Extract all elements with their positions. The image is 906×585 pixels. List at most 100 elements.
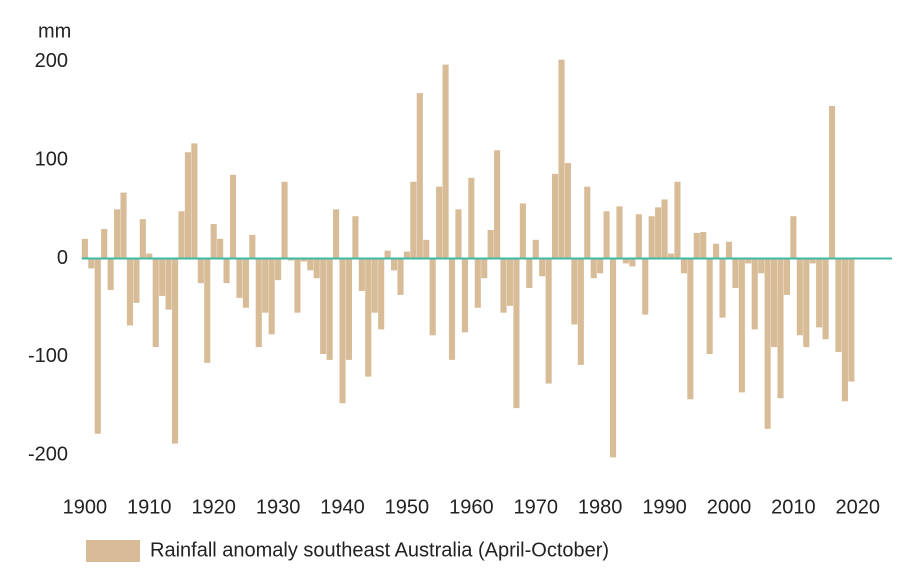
bar: [249, 234, 256, 259]
bar: [571, 258, 578, 325]
bar: [597, 258, 604, 274]
bar: [693, 232, 700, 259]
bar: [229, 174, 237, 259]
bar: [828, 105, 836, 259]
bar: [732, 258, 739, 289]
x-tick-label: 1930: [256, 496, 301, 518]
bar: [120, 192, 127, 259]
bar: [584, 186, 591, 259]
y-tick-label: -100: [28, 345, 68, 367]
x-tick-label: 1900: [63, 496, 108, 518]
bar: [590, 258, 597, 279]
bar: [809, 258, 816, 264]
bar: [416, 93, 423, 259]
bar: [481, 258, 488, 279]
x-tick-label: 2020: [836, 496, 881, 518]
bar: [320, 258, 327, 355]
bar: [294, 258, 301, 313]
bar: [738, 258, 745, 393]
bar: [841, 258, 848, 402]
bar: [526, 258, 533, 289]
y-axis-label: mm: [38, 20, 71, 42]
bar: [384, 250, 391, 259]
x-tick-label: 1990: [642, 496, 687, 518]
bar: [745, 258, 752, 264]
bar: [487, 229, 494, 259]
bar: [403, 251, 410, 259]
bar: [552, 173, 559, 259]
bar: [81, 238, 88, 259]
bar: [642, 258, 649, 315]
bar: [262, 258, 269, 313]
bar: [146, 253, 153, 259]
bar: [609, 258, 617, 458]
bar: [217, 238, 224, 259]
bar: [171, 258, 179, 444]
bar: [275, 258, 282, 281]
bar: [713, 243, 720, 259]
bar: [313, 258, 320, 279]
bar: [339, 258, 346, 404]
bar: [796, 258, 803, 336]
bar: [519, 203, 526, 259]
bar: [352, 216, 359, 259]
bar: [558, 59, 565, 259]
bar: [468, 177, 475, 259]
bar: [300, 258, 307, 262]
bar: [236, 258, 243, 298]
bar: [687, 258, 694, 400]
bar: [139, 219, 146, 259]
bar: [667, 253, 675, 259]
bar: [429, 258, 436, 336]
bar: [513, 258, 520, 409]
bar: [397, 258, 404, 295]
bar: [500, 258, 507, 313]
bar: [680, 258, 687, 274]
bar: [410, 181, 417, 259]
bar: [152, 258, 159, 348]
bar: [635, 214, 642, 259]
x-tick-label: 1960: [449, 496, 494, 518]
bar: [700, 231, 707, 259]
bar: [242, 258, 249, 308]
bar: [448, 258, 456, 360]
bar: [494, 150, 501, 259]
bar: [706, 258, 713, 355]
bar: [358, 258, 365, 292]
bar: [204, 258, 211, 363]
bar: [661, 199, 668, 259]
bar: [268, 258, 275, 335]
bar: [648, 216, 655, 259]
bar: [345, 258, 353, 360]
bar: [719, 258, 726, 318]
bar: [326, 258, 333, 360]
bar: [822, 258, 829, 340]
bar: [474, 258, 481, 308]
bar: [777, 258, 784, 399]
bar: [133, 258, 140, 303]
bar: [107, 258, 114, 291]
bar: [532, 239, 539, 259]
bar: [436, 186, 443, 259]
y-tick-label: 0: [57, 247, 68, 269]
x-tick-label: 2000: [707, 496, 752, 518]
x-tick-label: 1940: [320, 496, 365, 518]
bar: [655, 207, 662, 259]
bar: [88, 258, 95, 269]
bar: [101, 228, 108, 259]
bar: [178, 211, 185, 259]
bar: [622, 258, 629, 264]
bar: [751, 258, 758, 330]
bar: [461, 258, 468, 333]
x-tick-label: 1910: [127, 496, 172, 518]
bar: [378, 258, 385, 330]
bar: [94, 258, 101, 434]
bar: [423, 239, 430, 259]
bar: [455, 209, 462, 259]
bar: [390, 258, 398, 271]
bar: [255, 258, 262, 348]
bar: [506, 258, 514, 306]
x-tick-label: 2010: [771, 496, 816, 518]
x-tick-label: 1920: [191, 496, 236, 518]
